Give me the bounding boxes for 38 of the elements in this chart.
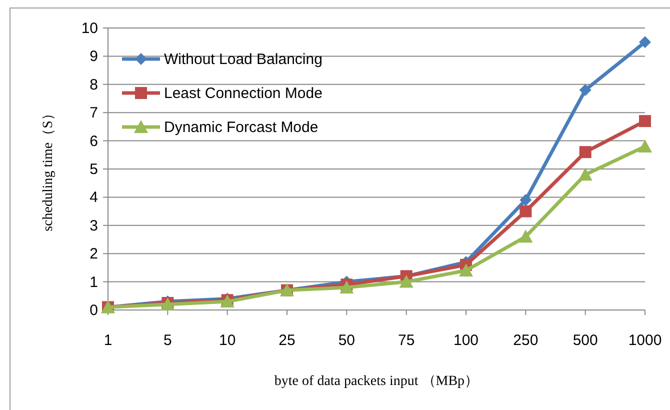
y-tick-label: 0 bbox=[90, 302, 98, 319]
x-tick-label: 10 bbox=[218, 332, 236, 349]
x-tick-label: 100 bbox=[453, 332, 479, 349]
y-axis-title: scheduling time（S） bbox=[41, 106, 56, 232]
y-tick-label: 10 bbox=[81, 20, 98, 37]
x-tick-label: 1000 bbox=[628, 332, 662, 349]
x-tick-label: 1 bbox=[104, 332, 112, 349]
x-axis-title: byte of data packets input （MBp） bbox=[274, 374, 479, 389]
legend-label: Without Load Balancing bbox=[164, 51, 322, 68]
y-tick-label: 3 bbox=[90, 217, 98, 234]
point bbox=[579, 84, 592, 96]
x-tick-label: 75 bbox=[398, 332, 415, 349]
y-tick-label: 1 bbox=[90, 274, 98, 291]
point bbox=[520, 194, 532, 206]
point bbox=[340, 280, 354, 294]
point bbox=[459, 264, 473, 277]
x-tick-label: 25 bbox=[278, 332, 296, 349]
x-tick-label: 5 bbox=[163, 332, 172, 349]
point bbox=[639, 115, 651, 128]
y-tick-label: 2 bbox=[90, 246, 98, 263]
legend-label: Dynamic Forcast Mode bbox=[164, 119, 318, 136]
y-tick-label: 6 bbox=[90, 132, 98, 150]
point bbox=[638, 139, 652, 152]
y-tick-label: 7 bbox=[90, 104, 98, 122]
y-tick-label: 9 bbox=[90, 48, 98, 66]
point bbox=[578, 168, 592, 181]
point bbox=[639, 36, 651, 48]
point bbox=[579, 146, 592, 158]
point bbox=[518, 230, 533, 243]
x-tick-label: 50 bbox=[338, 332, 356, 349]
x-tick-label: 500 bbox=[572, 332, 598, 349]
legend-label: Least Connection Mode bbox=[164, 85, 322, 102]
point bbox=[399, 274, 414, 288]
point bbox=[520, 205, 532, 218]
y-tick-label: 5 bbox=[90, 161, 98, 178]
y-tick-label: 4 bbox=[90, 189, 98, 206]
y-tick-label: 8 bbox=[90, 76, 98, 94]
x-tick-label: 250 bbox=[513, 332, 538, 349]
